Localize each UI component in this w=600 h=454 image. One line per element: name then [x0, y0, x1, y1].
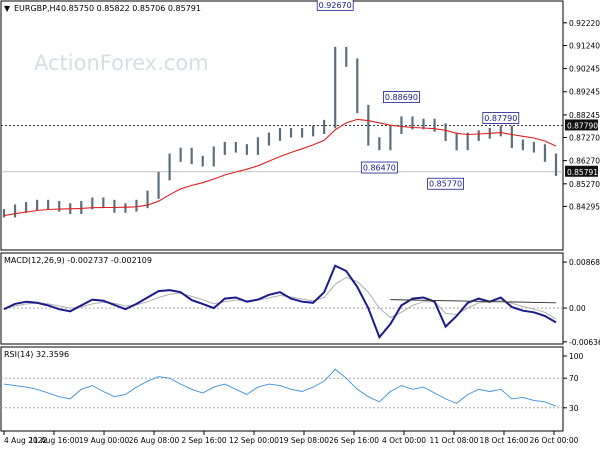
- price-layer: 0.92670 0.88690 0.86470 0.87790 0.85770: [1, 0, 563, 218]
- annotation-box: [427, 177, 465, 190]
- macd-tick-label: 0.008686: [569, 258, 600, 267]
- price-tick-label: 0.91240: [569, 42, 600, 51]
- price-axis-highlight: [565, 165, 598, 177]
- rsi-tick-label: 30: [569, 404, 579, 413]
- annotation-box: [316, 0, 354, 11]
- macd-signal-line: [3, 276, 557, 320]
- price-axis-highlight-label: 0.85791: [567, 168, 598, 177]
- x-tick-label: 26 Sep 16:00: [329, 436, 379, 445]
- axis-layer: 0.92220 0.91240 0.90245 0.89245 0.88245 0.872…: [3, 19, 600, 445]
- x-tick-label: 4 Aug 2022: [4, 436, 47, 445]
- price-ohlc: 0.85750 0.85822 0.85706 0.85791: [61, 4, 201, 13]
- price-title: EURGBP,H4: [14, 4, 61, 13]
- macd-tick-label: -0.006366: [569, 338, 600, 347]
- price-axis-highlight: [565, 119, 598, 131]
- sma-line: [3, 118, 557, 217]
- price-tick-label: 0.86270: [569, 157, 600, 166]
- x-tick-label: 26 Oct 00:00: [530, 436, 579, 445]
- x-tick-label: 4 Oct 00:00: [382, 436, 426, 445]
- annotation-label: 0.85770: [429, 180, 462, 189]
- x-tick-label: 19 Sep 08:00: [279, 436, 329, 445]
- rsi-tick-label: 100: [569, 352, 584, 361]
- price-tick-label: 0.87270: [569, 133, 600, 142]
- rsi-panel: [0, 346, 564, 432]
- annotation-box: [360, 161, 398, 174]
- price-title-arrow: ▼: [4, 4, 11, 13]
- rsi-line: [3, 368, 557, 407]
- annotation-label: 0.86470: [363, 164, 396, 173]
- price-tick-label: 0.84295: [569, 202, 600, 211]
- price-tick-label: 0.90245: [569, 65, 600, 74]
- annotation-label: 0.92670: [319, 1, 352, 10]
- x-tick-label: 11 Aug 16:00: [29, 436, 80, 445]
- rsi-layer: [1, 368, 563, 409]
- x-tick-label: 2 Sep 16:00: [181, 436, 227, 445]
- x-tick-label: 19 Aug 00:00: [79, 436, 130, 445]
- rsi-title: RSI(14) 32.3596: [4, 350, 69, 359]
- annotation-label: 0.87790: [484, 114, 517, 123]
- annotation-box: [383, 91, 420, 103]
- price-tick-label: 0.89245: [569, 88, 600, 97]
- price-tick-label: 0.88245: [569, 111, 600, 120]
- price-tick-label: 0.92220: [569, 19, 600, 28]
- annotation-box: [482, 112, 520, 124]
- macd-panel: [0, 252, 564, 345]
- x-tick-label: 12 Sep 00:00: [229, 436, 279, 445]
- watermark: ActionForex.com: [34, 51, 209, 75]
- rsi-tick-label: 70: [569, 374, 579, 383]
- macd-title: MACD(12,26,9) -0.002737 -0.002109: [4, 256, 152, 265]
- x-tick-label: 11 Oct 08:00: [430, 436, 479, 445]
- price-axis-highlight-label: 0.87790: [567, 121, 598, 130]
- macd-tick-label: 0.00: [569, 304, 586, 313]
- macd-trendline: [390, 299, 557, 304]
- macd-layer: [1, 264, 563, 340]
- macd-line: [3, 264, 557, 340]
- x-tick-label: 18 Oct 16:00: [480, 436, 529, 445]
- x-tick-label: 26 Aug 08:00: [129, 436, 180, 445]
- price-tick-label: 0.85270: [569, 180, 600, 189]
- annotation-label: 0.88690: [385, 93, 418, 102]
